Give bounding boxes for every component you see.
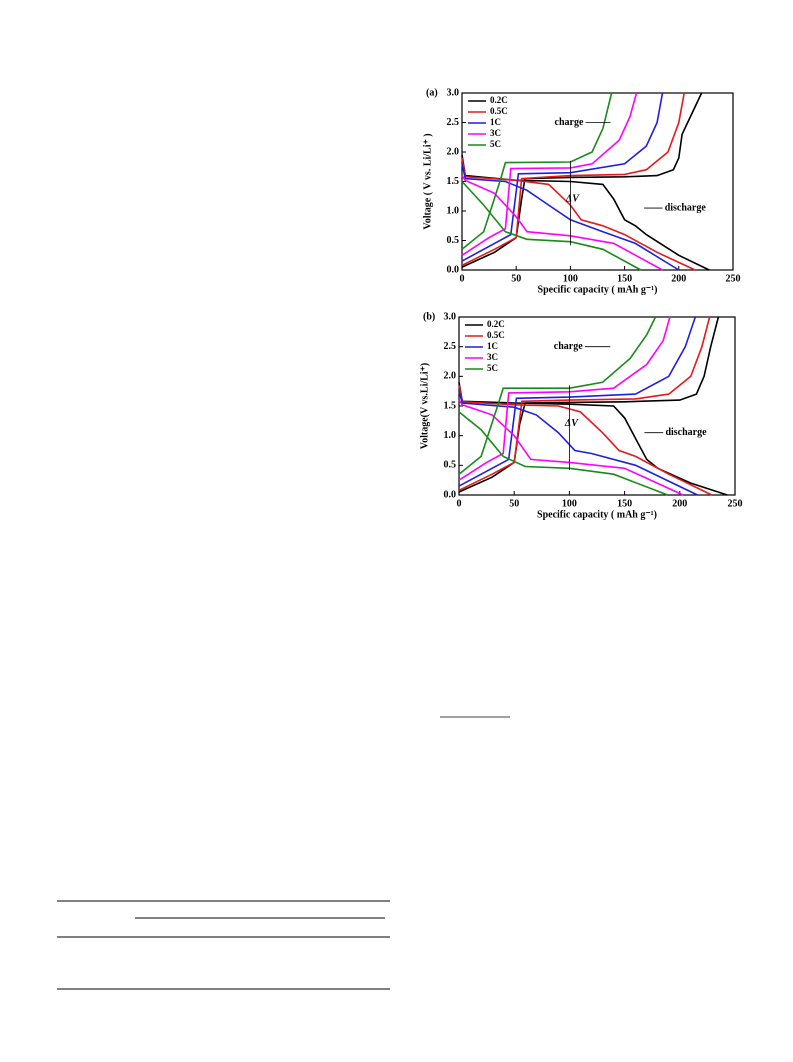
y-tick-label: 0.5: [447, 235, 460, 246]
discharge-curve: [461, 157, 696, 271]
delta-label: ΔV: [565, 193, 580, 204]
legend-label: 0.5C: [487, 330, 505, 340]
discharge-curve: [461, 180, 642, 271]
charge-label: charge: [554, 341, 583, 352]
legend-label: 0.2C: [490, 95, 508, 105]
x-tick-label: 50: [511, 273, 521, 284]
discharge-curve: [458, 399, 684, 496]
y-tick-label: 2.0: [447, 146, 460, 157]
y-tick-label: 3.0: [444, 311, 457, 322]
discharge-curve: [458, 411, 668, 496]
discharge-curve: [461, 163, 680, 271]
charge-curve: [461, 92, 685, 267]
y-axis-label: Voltage(V vs.Li/Li⁺): [419, 363, 430, 449]
x-tick-label: 50: [509, 498, 519, 509]
y-tick-label: 1.0: [444, 430, 457, 441]
charge-label: charge: [555, 117, 584, 128]
y-tick-label: 2.0: [444, 371, 457, 382]
discharge-curve: [461, 175, 663, 271]
x-tick-label: 0: [457, 498, 462, 509]
y-tick-label: 0.5: [444, 460, 457, 471]
legend-label: 0.2C: [487, 319, 505, 329]
legend-label: 3C: [490, 128, 501, 138]
panel-label: (b): [423, 311, 435, 322]
legend-label: 0.5C: [490, 106, 508, 116]
legend-label: 1C: [487, 341, 498, 351]
y-tick-label: 3.0: [447, 87, 460, 98]
x-tick-label: 150: [617, 498, 632, 509]
y-axis-label: Voltage ( V vs. Li/Li⁺ ): [422, 133, 433, 229]
x-axis-label: Specific capacity ( mAh g⁻¹): [538, 284, 658, 295]
y-tick-label: 0.0: [444, 489, 457, 500]
x-tick-label: 100: [562, 498, 577, 509]
discharge-curve: [458, 390, 698, 496]
legend-label: 3C: [487, 352, 498, 362]
x-axis-label: Specific capacity ( mAh g⁻¹): [537, 509, 657, 520]
y-tick-label: 2.5: [447, 117, 460, 128]
charge-curve: [461, 92, 613, 250]
charge-curve: [458, 316, 711, 492]
discharge-label: discharge: [665, 202, 707, 213]
x-tick-label: 0: [460, 273, 465, 284]
legend-label: 5C: [487, 363, 498, 373]
y-tick-label: 1.5: [447, 176, 460, 187]
discharge-curve: [458, 382, 728, 496]
y-tick-label: 1.0: [447, 205, 460, 216]
y-tick-label: 2.5: [444, 341, 457, 352]
y-tick-label: 0.0: [447, 264, 460, 275]
discharge-curve: [458, 385, 713, 496]
x-tick-label: 100: [563, 273, 578, 284]
x-tick-label: 200: [671, 273, 686, 284]
legend-label: 1C: [490, 117, 501, 127]
y-tick-label: 1.5: [444, 400, 457, 411]
x-tick-label: 250: [726, 273, 741, 284]
x-tick-label: 200: [672, 498, 687, 509]
delta-label: ΔV: [564, 418, 579, 429]
x-tick-label: 250: [728, 498, 743, 509]
legend-label: 5C: [490, 139, 501, 149]
x-tick-label: 150: [617, 273, 632, 284]
panel-label: (a): [426, 87, 438, 98]
discharge-label: discharge: [665, 427, 707, 438]
